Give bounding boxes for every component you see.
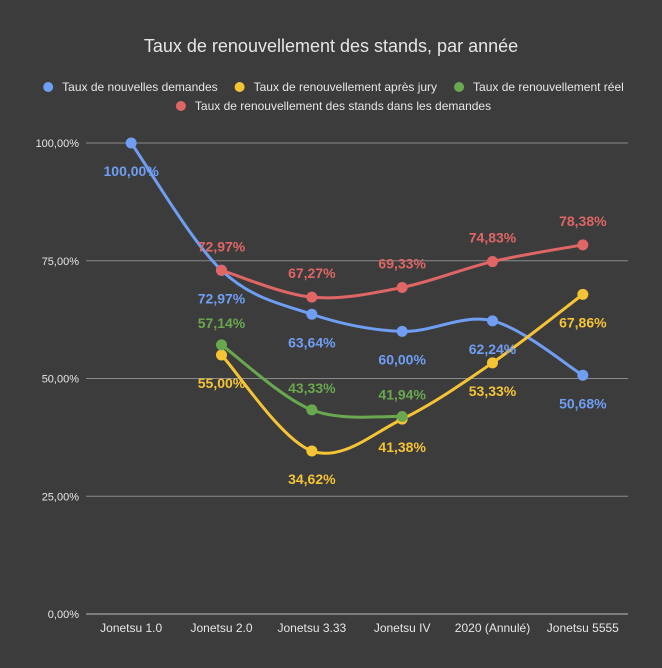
data-label: 69,33%	[378, 255, 426, 271]
legend-item[interactable]: Taux de renouvellement après jury	[234, 80, 437, 94]
data-label: 72,97%	[198, 290, 246, 306]
data-point[interactable]	[306, 404, 318, 416]
data-label: 43,33%	[288, 380, 336, 396]
data-point[interactable]	[487, 357, 498, 369]
x-tick-label: Jonetsu 1.0	[100, 621, 162, 635]
data-point[interactable]	[216, 349, 227, 361]
legend-item[interactable]: Taux de renouvellement réel	[454, 80, 624, 94]
data-point[interactable]	[306, 291, 318, 303]
data-label: 62,24%	[469, 341, 517, 357]
x-tick-label: Jonetsu 2.0	[190, 621, 252, 635]
data-label: 41,38%	[378, 439, 426, 455]
series-line	[129, 141, 585, 377]
data-point[interactable]	[125, 137, 137, 149]
gridlines	[86, 142, 628, 615]
x-tick-label: Jonetsu 5555	[547, 621, 619, 635]
data-label: 67,27%	[288, 265, 336, 281]
data-label: 74,83%	[469, 230, 517, 246]
x-axis: Jonetsu 1.0 Jonetsu 2.0 Jonetsu 3.33 Jonets…	[100, 621, 619, 635]
data-label: 100,00%	[104, 163, 160, 179]
series-line	[220, 292, 585, 455]
data-label: 60,00%	[378, 351, 426, 367]
data-label: 63,64%	[288, 334, 336, 350]
y-tick-label: 50,00%	[42, 374, 80, 386]
series-group	[125, 137, 589, 457]
data-label: 41,94%	[378, 386, 426, 402]
legend-label: Taux de renouvellement après jury	[254, 80, 437, 94]
data-point[interactable]	[216, 339, 227, 351]
data-point[interactable]	[487, 315, 498, 327]
legend-label: Taux de nouvelles demandes	[62, 80, 217, 94]
data-labels: 100,00% 72,97% 63,64% 60,00% 62,24% 50,68% 55,…	[104, 163, 608, 487]
data-point[interactable]	[396, 410, 408, 422]
y-axis: 0,00% 25,00% 50,00% 75,00% 100,00%	[36, 138, 80, 621]
y-tick-label: 100,00%	[36, 138, 80, 150]
x-tick-label: 2020 (Annulé)	[455, 621, 530, 635]
data-point[interactable]	[577, 288, 589, 300]
data-label: 55,00%	[198, 375, 246, 391]
y-tick-label: 75,00%	[42, 256, 80, 268]
data-label: 78,38%	[559, 213, 607, 229]
legend-swatch	[175, 101, 186, 111]
legend-item[interactable]: Taux de renouvellement des stands dans l…	[175, 99, 491, 113]
data-point[interactable]	[306, 308, 318, 320]
x-tick-label: Jonetsu IV	[374, 621, 431, 635]
data-point[interactable]	[216, 264, 227, 276]
data-label: 34,62%	[288, 471, 336, 487]
legend-item[interactable]: Taux de nouvelles demandes	[43, 80, 218, 94]
data-label: 72,97%	[198, 238, 246, 254]
legend-label: Taux de renouvellement réel	[473, 80, 624, 94]
legend-swatch	[454, 82, 465, 92]
data-label: 50,68%	[559, 395, 607, 411]
x-tick-label: Jonetsu 3.33	[277, 621, 346, 635]
y-tick-label: 0,00%	[48, 609, 79, 621]
legend-swatch	[234, 82, 245, 92]
data-point[interactable]	[396, 281, 408, 293]
chart-title: Taux de renouvellement des stands, par a…	[144, 36, 518, 56]
data-label: 67,86%	[559, 314, 607, 330]
data-point[interactable]	[306, 445, 318, 457]
data-point[interactable]	[396, 325, 408, 337]
legend-swatch	[43, 82, 54, 92]
data-point[interactable]	[487, 256, 498, 268]
data-label: 53,33%	[469, 383, 517, 399]
legend: Taux de nouvelles demandes Taux de renouv…	[43, 80, 624, 113]
data-label: 57,14%	[198, 315, 246, 331]
legend-label: Taux de renouvellement des stands dans l…	[195, 99, 491, 113]
y-tick-label: 25,00%	[42, 491, 80, 503]
data-point[interactable]	[577, 369, 589, 381]
data-point[interactable]	[577, 239, 589, 251]
